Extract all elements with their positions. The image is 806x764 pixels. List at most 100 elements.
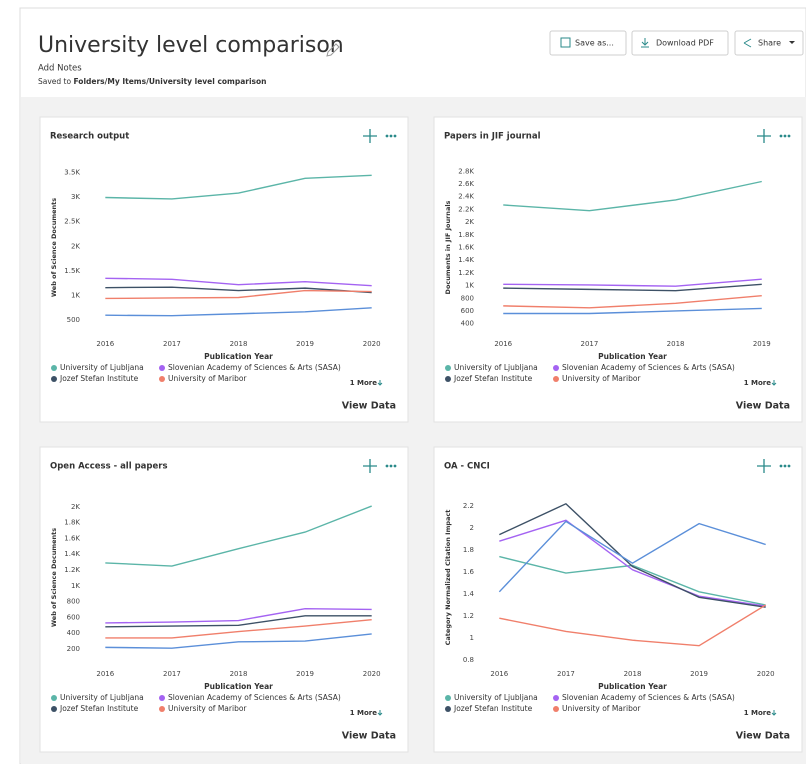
menu-dot[interactable]	[393, 464, 397, 468]
y-tick-label: 200	[67, 645, 80, 653]
legend-swatch	[159, 706, 165, 712]
y-tick-label: 800	[461, 294, 474, 302]
series-line	[499, 604, 767, 647]
view-data-link[interactable]: View Data	[342, 731, 396, 742]
legend-label: Jozef Stefan Institute	[453, 704, 533, 713]
more-link[interactable]: 1 More	[744, 379, 772, 387]
chart-card: OA - CNCI Category Normalized Citation Im…	[433, 446, 803, 753]
more-arrow[interactable]	[377, 380, 383, 386]
menu-dot[interactable]	[787, 134, 791, 138]
y-tick-label: 1.8K	[64, 519, 80, 527]
move-icon[interactable]	[363, 459, 377, 473]
x-tick-label: 2020	[363, 670, 381, 678]
move-icon[interactable]	[757, 129, 771, 143]
view-data-link[interactable]: View Data	[736, 401, 790, 412]
more-arrow[interactable]	[771, 380, 777, 386]
more-arrow[interactable]	[771, 710, 777, 716]
move-icon[interactable]	[363, 129, 377, 143]
add-notes[interactable]: Add Notes	[38, 64, 82, 74]
y-tick-label: 500	[67, 316, 80, 324]
menu-dot[interactable]	[389, 134, 393, 138]
y-tick-label: 1.8	[463, 546, 474, 554]
y-tick-label: 600	[461, 307, 474, 315]
legend-label: Slovenian Academy of Sciences & Arts (SA…	[562, 363, 735, 372]
more-link[interactable]: 1 More	[744, 709, 772, 717]
series-line	[105, 619, 372, 639]
view-data-link[interactable]: View Data	[342, 401, 396, 412]
series-line	[498, 520, 766, 593]
x-tick-label: 2016	[96, 340, 114, 348]
page-title: University level comparison	[38, 33, 344, 58]
y-tick-label: 2.5K	[64, 218, 80, 226]
button-label[interactable]: Save as...	[575, 39, 614, 48]
menu-dot[interactable]	[783, 134, 787, 138]
y-tick-label: 2K	[465, 218, 474, 226]
legend-swatch	[159, 376, 165, 382]
series-line	[503, 180, 762, 212]
y-tick-label: 1K	[465, 282, 474, 290]
legend-label: Slovenian Academy of Sciences & Arts (SA…	[562, 693, 735, 702]
button-label[interactable]: Download PDF	[656, 39, 714, 48]
legend-swatch	[553, 365, 559, 371]
series-line	[105, 307, 372, 317]
series-line	[105, 286, 372, 294]
legend-label: Slovenian Academy of Sciences & Arts (SA…	[168, 363, 341, 372]
chart-card: Papers in JIF journal Documents in JIF Jo…	[433, 116, 803, 423]
x-tick-label: 2019	[753, 340, 771, 348]
y-tick-label: 2.6K	[458, 180, 474, 188]
button-frame[interactable]	[631, 30, 729, 56]
x-tick-label: 2020	[757, 670, 775, 678]
menu-dot[interactable]	[783, 464, 787, 468]
series-line	[503, 283, 762, 292]
x-axis-label: Publication Year	[204, 682, 273, 691]
share-button[interactable]: Share	[734, 30, 804, 56]
button-frame[interactable]	[734, 30, 804, 56]
saved-location: Saved to Folders/My Items/University lev…	[38, 77, 267, 86]
dropdown-caret	[789, 41, 795, 44]
download-button[interactable]: Download PDF	[631, 30, 729, 56]
menu-dot[interactable]	[385, 464, 389, 468]
button-label[interactable]: Share	[758, 39, 781, 48]
menu-dot[interactable]	[385, 134, 389, 138]
save-button[interactable]: Save as...	[549, 30, 627, 56]
more-link[interactable]: 1 More	[350, 709, 378, 717]
legend-label: Jozef Stefan Institute	[453, 374, 533, 383]
menu-dot[interactable]	[389, 464, 393, 468]
x-tick-label: 2019	[296, 340, 314, 348]
y-tick-label: 1.2	[463, 612, 474, 620]
y-axis-label: Category Normalized Citation Impact	[444, 510, 452, 646]
x-tick-label: 2017	[557, 670, 575, 678]
y-tick-label: 3.5K	[64, 168, 80, 176]
saved-path[interactable]: Folders/My Items/University level compar…	[73, 77, 266, 86]
legend-label: University of Ljubljana	[454, 693, 538, 702]
menu-dot[interactable]	[779, 464, 783, 468]
edit-icon[interactable]	[326, 43, 340, 57]
more-link[interactable]: 1 More	[350, 379, 378, 387]
y-tick-label: 400	[461, 320, 474, 328]
x-tick-label: 2017	[163, 670, 181, 678]
move-icon[interactable]	[757, 459, 771, 473]
view-data-link[interactable]: View Data	[736, 731, 790, 742]
legend-label: Jozef Stefan Institute	[59, 374, 139, 383]
button-frame[interactable]	[549, 30, 627, 56]
more-arrow[interactable]	[377, 710, 383, 716]
x-tick-label: 2016	[96, 670, 114, 678]
legend-swatch	[553, 695, 559, 701]
menu-dot[interactable]	[779, 134, 783, 138]
menu-dot[interactable]	[393, 134, 397, 138]
x-tick-label: 2018	[230, 670, 248, 678]
x-axis-label: Publication Year	[204, 352, 273, 361]
series-line	[503, 295, 762, 309]
y-tick-label: 1.4K	[64, 550, 80, 558]
series-line	[105, 615, 372, 628]
chart-card: Open Access - all papers Web of Science D…	[39, 446, 409, 753]
series-line	[105, 607, 372, 624]
legend-swatch	[51, 695, 57, 701]
y-tick-label: 2.2	[463, 502, 474, 510]
legend-label: University of Ljubljana	[60, 693, 144, 702]
menu-dot[interactable]	[787, 464, 791, 468]
legend-swatch	[553, 376, 559, 382]
legend-label: University of Maribor	[168, 374, 247, 383]
y-tick-label: 0.8	[463, 656, 474, 664]
x-tick-label: 2018	[667, 340, 685, 348]
